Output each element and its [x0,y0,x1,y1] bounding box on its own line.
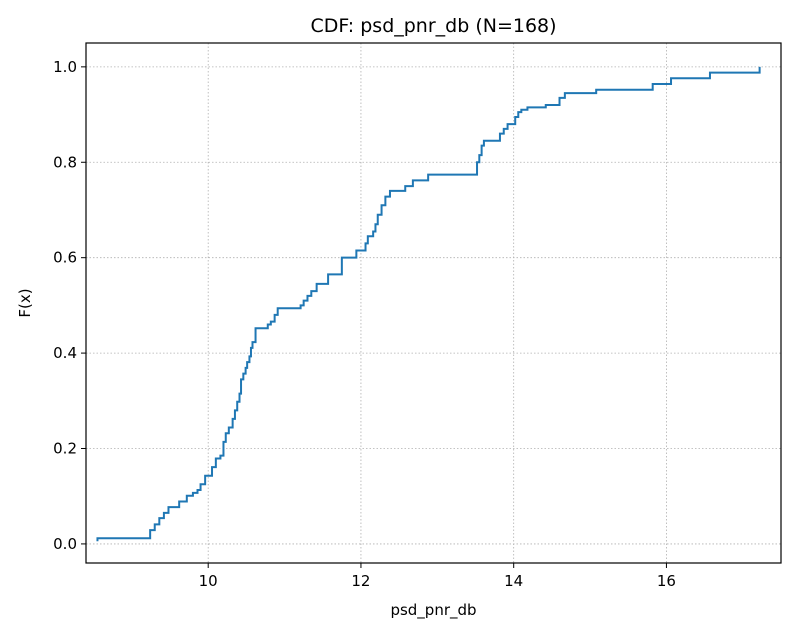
y-tick-label: 0.0 [53,535,77,553]
chart-title: CDF: psd_pnr_db (N=168) [310,15,556,37]
plot-frame [85,42,782,564]
series-layer [96,66,761,542]
x-tick-label: 12 [351,572,370,590]
tick-layer: 10 12 14 16 0.0 0.2 0.4 0.6 0.8 1.0 [53,58,676,590]
y-tick-label: 1.0 [53,58,77,76]
grid-layer [86,43,781,563]
cdf-step-line [96,66,761,542]
y-tick-label: 0.2 [53,440,77,458]
y-tick-label: 0.6 [53,249,77,267]
x-tick-label: 14 [504,572,523,590]
x-tick-label: 10 [199,572,218,590]
x-axis-label: psd_pnr_db [390,601,476,620]
x-tick-label: 16 [657,572,676,590]
y-tick-label: 0.8 [53,153,77,171]
y-axis-label: F(x) [16,288,34,317]
y-tick-label: 0.4 [53,344,77,362]
